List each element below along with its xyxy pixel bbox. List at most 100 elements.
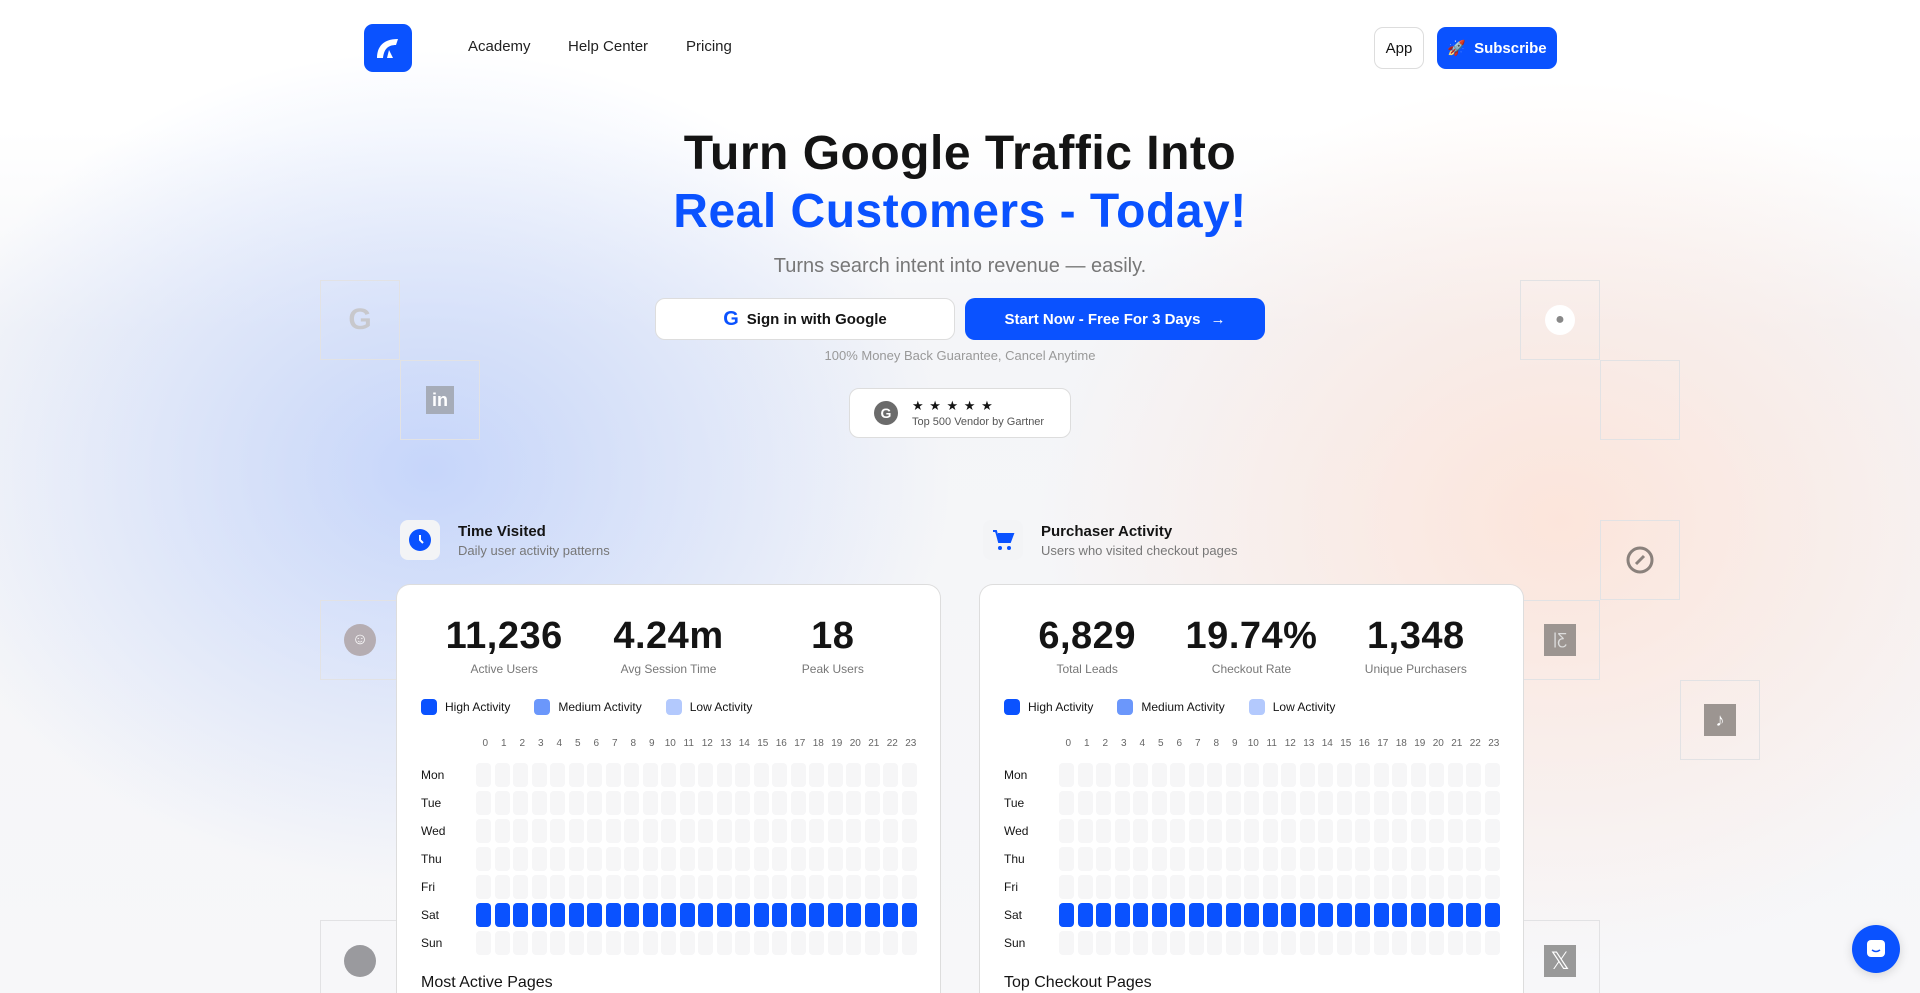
heatmap-cell[interactable]: [1077, 819, 1093, 843]
heatmap-cell[interactable]: [1096, 903, 1111, 927]
heatmap-cell[interactable]: [827, 903, 843, 927]
heatmap-cell[interactable]: [1466, 763, 1481, 787]
heatmap-cell[interactable]: [476, 875, 491, 899]
heatmap-cell[interactable]: [476, 819, 491, 843]
heatmap-cell[interactable]: [901, 875, 917, 899]
heatmap-cell[interactable]: [1392, 875, 1407, 899]
heatmap-cell[interactable]: [1096, 847, 1111, 871]
heatmap-cell[interactable]: [790, 931, 806, 955]
heatmap-cell[interactable]: [883, 791, 898, 815]
heatmap-cell[interactable]: [513, 847, 528, 871]
heatmap-cell[interactable]: [1244, 791, 1259, 815]
heatmap-cell[interactable]: [1133, 819, 1148, 843]
heatmap-cell[interactable]: [846, 931, 861, 955]
heatmap-cell[interactable]: [1077, 931, 1093, 955]
heatmap-cell[interactable]: [1429, 875, 1444, 899]
heatmap-cell[interactable]: [698, 791, 713, 815]
heatmap-cell[interactable]: [494, 763, 510, 787]
heatmap-cell[interactable]: [1207, 847, 1222, 871]
google-signin-button[interactable]: G Sign in with Google: [655, 298, 955, 340]
heatmap-cell[interactable]: [1133, 847, 1148, 871]
heatmap-cell[interactable]: [864, 931, 880, 955]
heatmap-cell[interactable]: [1392, 847, 1407, 871]
heatmap-cell[interactable]: [790, 819, 806, 843]
heatmap-cell[interactable]: [1281, 903, 1296, 927]
heatmap-cell[interactable]: [809, 763, 824, 787]
heatmap-cell[interactable]: [716, 931, 732, 955]
nav-academy[interactable]: Academy: [468, 38, 531, 55]
heatmap-cell[interactable]: [1355, 847, 1370, 871]
heatmap-cell[interactable]: [1484, 791, 1500, 815]
heatmap-cell[interactable]: [587, 847, 602, 871]
heatmap-cell[interactable]: [1244, 763, 1259, 787]
heatmap-cell[interactable]: [698, 875, 713, 899]
heatmap-cell[interactable]: [1336, 875, 1352, 899]
heatmap-cell[interactable]: [846, 791, 861, 815]
heatmap-cell[interactable]: [605, 819, 621, 843]
heatmap-cell[interactable]: [568, 819, 584, 843]
heatmap-cell[interactable]: [827, 875, 843, 899]
heatmap-cell[interactable]: [1225, 791, 1241, 815]
heatmap-cell[interactable]: [1225, 903, 1241, 927]
heatmap-cell[interactable]: [883, 931, 898, 955]
heatmap-cell[interactable]: [1373, 931, 1389, 955]
heatmap-cell[interactable]: [476, 847, 491, 871]
heatmap-cell[interactable]: [1392, 903, 1407, 927]
heatmap-cell[interactable]: [642, 903, 658, 927]
heatmap-cell[interactable]: [642, 819, 658, 843]
heatmap-cell[interactable]: [1151, 903, 1167, 927]
heatmap-cell[interactable]: [661, 819, 676, 843]
heatmap-cell[interactable]: [1225, 819, 1241, 843]
start-now-button[interactable]: Start Now - Free For 3 Days →: [965, 298, 1265, 340]
heatmap-cell[interactable]: [827, 847, 843, 871]
heatmap-cell[interactable]: [1133, 903, 1148, 927]
heatmap-cell[interactable]: [827, 763, 843, 787]
heatmap-cell[interactable]: [550, 903, 565, 927]
heatmap-cell[interactable]: [735, 903, 750, 927]
heatmap-cell[interactable]: [1355, 903, 1370, 927]
heatmap-cell[interactable]: [1151, 847, 1167, 871]
heatmap-cell[interactable]: [1114, 819, 1130, 843]
heatmap-cell[interactable]: [1336, 931, 1352, 955]
heatmap-cell[interactable]: [1281, 847, 1296, 871]
heatmap-cell[interactable]: [753, 763, 769, 787]
heatmap-cell[interactable]: [846, 763, 861, 787]
heatmap-cell[interactable]: [1299, 931, 1315, 955]
heatmap-cell[interactable]: [1151, 931, 1167, 955]
heatmap-cell[interactable]: [1207, 903, 1222, 927]
heatmap-cell[interactable]: [883, 763, 898, 787]
heatmap-cell[interactable]: [1410, 763, 1426, 787]
heatmap-cell[interactable]: [642, 791, 658, 815]
heatmap-cell[interactable]: [1170, 931, 1185, 955]
heatmap-cell[interactable]: [1225, 847, 1241, 871]
heatmap-cell[interactable]: [735, 763, 750, 787]
heatmap-cell[interactable]: [1262, 875, 1278, 899]
nav-help-center[interactable]: Help Center: [568, 38, 649, 55]
heatmap-cell[interactable]: [735, 819, 750, 843]
heatmap-cell[interactable]: [679, 763, 695, 787]
heatmap-cell[interactable]: [568, 763, 584, 787]
heatmap-cell[interactable]: [1410, 875, 1426, 899]
heatmap-cell[interactable]: [716, 903, 732, 927]
heatmap-cell[interactable]: [494, 847, 510, 871]
heatmap-cell[interactable]: [661, 847, 676, 871]
heatmap-cell[interactable]: [679, 791, 695, 815]
heatmap-cell[interactable]: [1336, 847, 1352, 871]
heatmap-cell[interactable]: [1225, 763, 1241, 787]
heatmap-cell[interactable]: [864, 903, 880, 927]
heatmap-cell[interactable]: [1336, 819, 1352, 843]
heatmap-cell[interactable]: [624, 931, 639, 955]
heatmap-cell[interactable]: [716, 791, 732, 815]
heatmap-cell[interactable]: [772, 819, 787, 843]
heatmap-cell[interactable]: [661, 875, 676, 899]
heatmap-cell[interactable]: [1447, 903, 1463, 927]
heatmap-cell[interactable]: [883, 875, 898, 899]
heatmap-cell[interactable]: [1244, 875, 1259, 899]
heatmap-cell[interactable]: [1299, 875, 1315, 899]
heatmap-cell[interactable]: [1170, 791, 1185, 815]
heatmap-cell[interactable]: [1114, 875, 1130, 899]
heatmap-cell[interactable]: [531, 931, 547, 955]
heatmap-cell[interactable]: [476, 931, 491, 955]
heatmap-cell[interactable]: [864, 763, 880, 787]
heatmap-cell[interactable]: [550, 763, 565, 787]
